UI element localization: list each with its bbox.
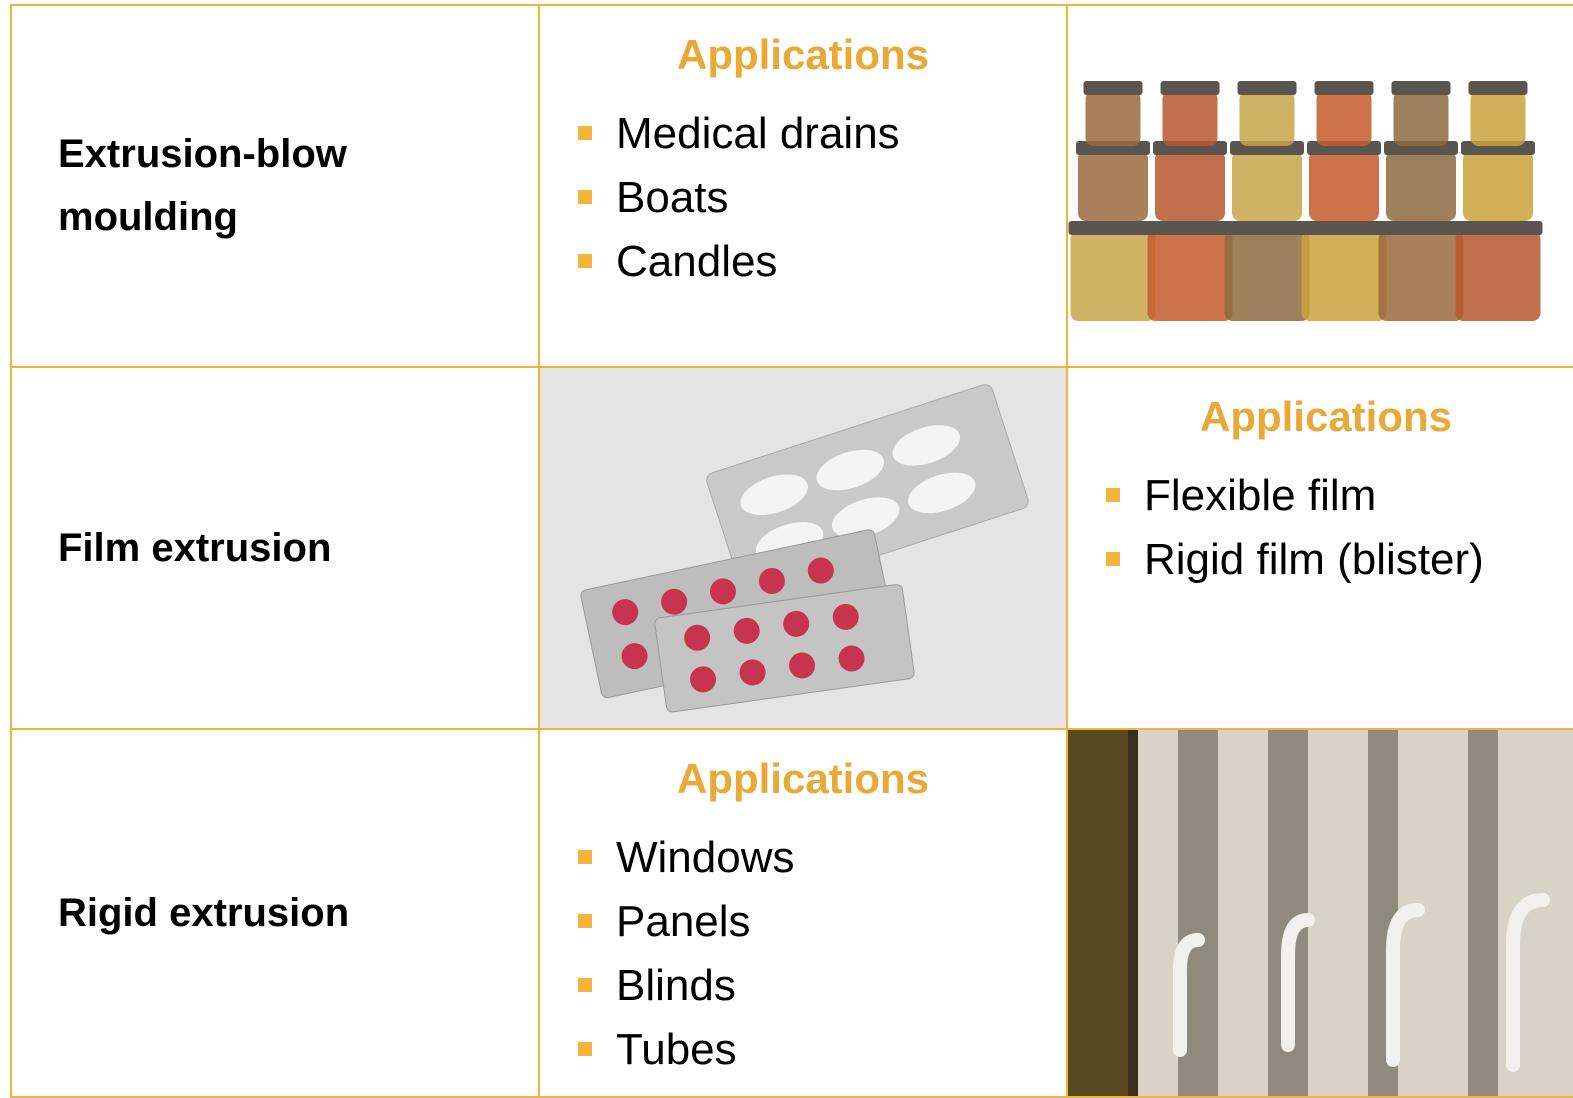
jar-shape [1223, 221, 1312, 235]
jar-shape [1225, 231, 1310, 321]
jar-shape [1454, 221, 1543, 235]
application-item: Panels [578, 890, 795, 954]
jar-shape [1463, 151, 1533, 221]
process-label: Film extrusion [58, 517, 331, 580]
jar-shape [1086, 91, 1141, 146]
application-item: Rigid film (blister) [1106, 528, 1484, 592]
application-item: Candles [578, 230, 900, 294]
image-cell [538, 366, 1068, 730]
jar-shape [1379, 231, 1464, 321]
jar-shape [1471, 91, 1526, 146]
page: Extrusion-blow moulding Applications Medi… [0, 0, 1573, 1091]
applications-heading: Applications [1068, 390, 1573, 444]
jar-shape [1456, 231, 1541, 321]
jar-shape [1300, 221, 1389, 235]
jar-shape [1069, 221, 1158, 235]
jar-shape [1148, 231, 1233, 321]
jar-shape [1078, 151, 1148, 221]
jar-shape [1394, 91, 1449, 146]
jar-shape [1071, 231, 1156, 321]
image-cell [1066, 4, 1573, 368]
jar-shape [1469, 81, 1528, 95]
jar-shape [1315, 81, 1374, 95]
jar-shape [1238, 81, 1297, 95]
process-cell: Rigid extrusion [10, 728, 540, 1098]
jar-shape [1317, 91, 1372, 146]
application-item: Blinds [578, 954, 795, 1018]
process-label: Extrusion-blow moulding [58, 123, 438, 249]
jar-shape [1232, 151, 1302, 221]
jar-shape [1161, 81, 1220, 95]
application-item: Medical drains [578, 102, 900, 166]
application-item: Tubes [578, 1018, 795, 1082]
process-cell: Film extrusion [10, 366, 540, 730]
jar-shape [1146, 221, 1235, 235]
blister-image [540, 368, 1068, 730]
windows-image [1068, 730, 1573, 1098]
jar-shape [1084, 81, 1143, 95]
application-item: Windows [578, 826, 795, 890]
image-cell [1066, 728, 1573, 1098]
application-item: Flexible film [1106, 464, 1484, 528]
jar-shape [1163, 91, 1218, 146]
process-cell: Extrusion-blow moulding [10, 4, 540, 368]
jar-shape [1155, 151, 1225, 221]
application-item: Boats [578, 166, 900, 230]
jar-shape [1392, 81, 1451, 95]
jar-shape [1377, 221, 1466, 235]
jar-shape [1386, 151, 1456, 221]
process-label: Rigid extrusion [58, 882, 349, 945]
applications-heading: Applications [540, 28, 1066, 82]
jar-shape [1240, 91, 1295, 146]
jar-shape [1302, 231, 1387, 321]
applications-heading: Applications [540, 752, 1066, 806]
jars-image [1068, 6, 1573, 368]
jar-shape [1309, 151, 1379, 221]
